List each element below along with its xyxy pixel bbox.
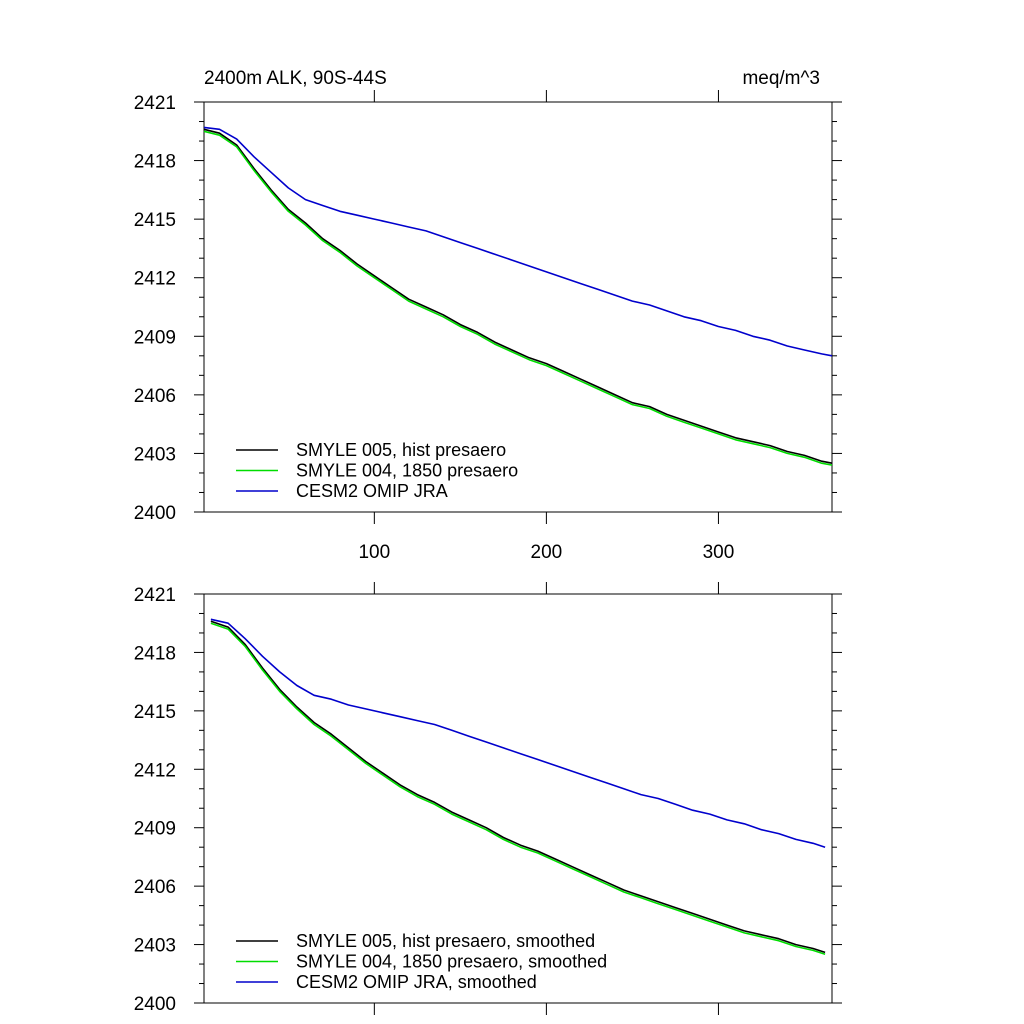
- y-tick-label: 2421: [134, 93, 176, 114]
- y-tick-label: 2421: [134, 585, 176, 606]
- series-line-2: [210, 622, 826, 956]
- legend-label-2: SMYLE 004, 1850 presaero, smoothed: [296, 952, 607, 972]
- y-tick-label: 2409: [134, 819, 176, 840]
- y-tick-label: 2415: [134, 702, 176, 723]
- series-line-3: [203, 126, 833, 357]
- units-label: meq/m^3: [742, 68, 820, 89]
- series-line-1: [203, 128, 833, 464]
- y-tick-label: 2403: [134, 936, 176, 957]
- y-tick-label: 2418: [134, 152, 176, 173]
- legend-label-3: CESM2 OMIP JRA: [296, 481, 448, 501]
- legend-label-1: SMYLE 005, hist presaero: [296, 440, 506, 460]
- y-tick-label: 2409: [134, 327, 176, 348]
- y-tick-label: 2406: [134, 877, 176, 898]
- y-tick-label: 2415: [134, 210, 176, 231]
- y-tick-label: 2400: [134, 503, 176, 524]
- x-tick-label: 100: [358, 542, 390, 563]
- y-tick-label: 2403: [134, 444, 176, 465]
- legend-label-2: SMYLE 004, 1850 presaero: [296, 461, 518, 481]
- bottom-panel: 2400 2403 2406 2409 2412 2415 2418 2421 SMYLE 00…: [134, 582, 842, 1015]
- legend-label-3: CESM2 OMIP JRA, smoothed: [296, 972, 537, 992]
- x-tick-label: 300: [703, 542, 735, 563]
- legend-label-1: SMYLE 005, hist presaero, smoothed: [296, 931, 595, 951]
- plot-frame: [203, 101, 833, 513]
- series-line-1: [210, 620, 826, 954]
- series-line-2: [203, 130, 833, 466]
- y-tick-label: 2412: [134, 269, 176, 290]
- y-tick-label: 2412: [134, 760, 176, 781]
- top-panel: 2400m ALK, 90S-44S meq/m^3 2400 2403 2406 2…: [134, 68, 842, 563]
- panel-title: 2400m ALK, 90S-44S: [204, 68, 387, 89]
- y-tick-label: 2400: [134, 994, 176, 1015]
- x-tick-label: 200: [531, 542, 563, 563]
- series-line-3: [210, 618, 826, 848]
- y-tick-label: 2418: [134, 643, 176, 664]
- y-tick-label: 2406: [134, 386, 176, 407]
- plot-frame: [203, 593, 833, 1004]
